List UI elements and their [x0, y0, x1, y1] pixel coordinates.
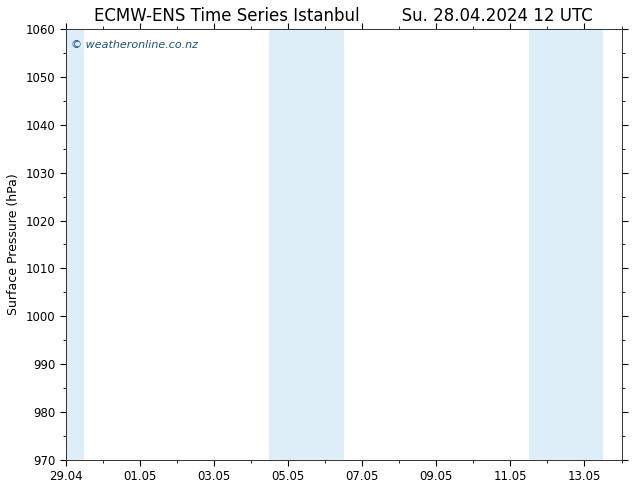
Bar: [269, 29, 344, 460]
Title: ECMW-ENS Time Series Istanbul        Su. 28.04.2024 12 UTC: ECMW-ENS Time Series Istanbul Su. 28.04.…: [94, 7, 593, 25]
Bar: [529, 29, 603, 460]
Text: © weatheronline.co.nz: © weatheronline.co.nz: [71, 40, 198, 50]
Bar: [66, 29, 84, 460]
Y-axis label: Surface Pressure (hPa): Surface Pressure (hPa): [7, 173, 20, 316]
